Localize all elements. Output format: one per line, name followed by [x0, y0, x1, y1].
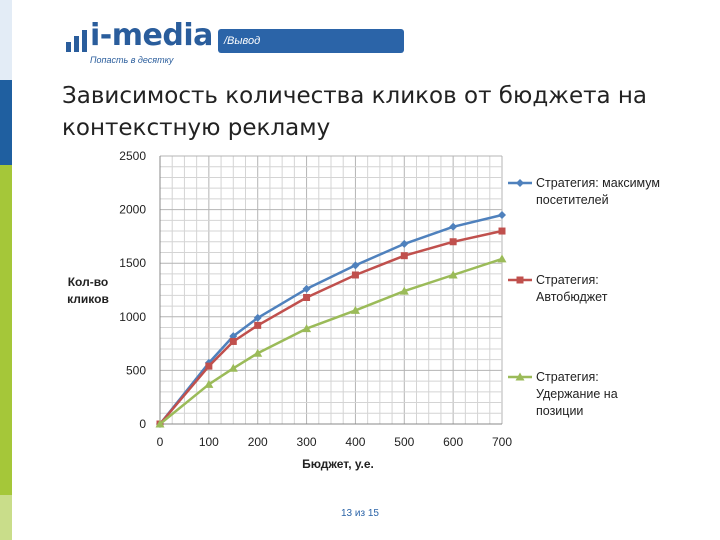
- x-tick-label: 100: [199, 435, 219, 449]
- x-tick-label: 700: [492, 435, 512, 449]
- data-point-triangle: [399, 286, 409, 295]
- legend-label: позиции: [536, 404, 583, 418]
- data-point-triangle: [204, 379, 214, 388]
- x-tick-label: 300: [297, 435, 317, 449]
- slide-title: Зависимость количества кликов от бюджета…: [62, 83, 648, 141]
- y-tick-label: 1500: [119, 256, 146, 270]
- logo-bars-icon: [66, 30, 87, 52]
- sidebar-accent-bottom: [0, 495, 12, 540]
- logo-wordmark: i-media: [90, 18, 213, 53]
- x-tick-label: 400: [345, 435, 365, 449]
- legend-label: Стратегия:: [536, 273, 599, 287]
- sidebar-accent-blue: [0, 80, 12, 165]
- y-tick-label: 500: [126, 363, 146, 377]
- sidebar-accent: [0, 0, 12, 540]
- data-point-square: [254, 321, 262, 329]
- x-tick-label: 600: [443, 435, 463, 449]
- data-point-triangle: [515, 372, 525, 381]
- data-point-diamond: [302, 284, 311, 293]
- page-indicator: 13 из 15: [341, 508, 379, 519]
- y-tick-label: 0: [139, 417, 146, 431]
- legend-label: Стратегия: максимум: [536, 176, 660, 190]
- data-point-square: [229, 337, 237, 345]
- data-point-diamond: [351, 261, 360, 270]
- y-tick-label: 2500: [119, 149, 146, 163]
- data-point-square: [449, 238, 457, 246]
- data-point-square: [516, 276, 524, 284]
- data-point-triangle: [155, 419, 165, 428]
- data-point-triangle: [302, 324, 312, 333]
- data-point-triangle: [497, 254, 507, 263]
- y-tick-label: 1000: [119, 310, 146, 324]
- y-tick-label: 2000: [119, 203, 146, 217]
- data-point-triangle: [350, 305, 360, 314]
- legend-label: Автобюджет: [536, 290, 608, 304]
- data-point-diamond: [498, 210, 506, 219]
- data-point-triangle: [448, 270, 458, 279]
- x-axis-label: Бюджет, у.е.: [302, 457, 374, 471]
- section-tag: /Вывод: [218, 29, 404, 53]
- x-tick-label: 0: [157, 435, 164, 449]
- sidebar-accent-green: [0, 165, 12, 495]
- sidebar-accent-top: [0, 0, 12, 80]
- data-point-diamond: [400, 239, 409, 248]
- data-point-diamond: [253, 313, 262, 322]
- data-point-triangle: [228, 363, 238, 372]
- x-tick-label: 500: [394, 435, 414, 449]
- brand-logo: i-media Попасть в десятку: [66, 18, 216, 72]
- logo-tagline: Попасть в десятку: [90, 55, 174, 65]
- y-axis-label-line-1: Кол-во: [68, 275, 109, 289]
- data-point-square: [498, 227, 506, 235]
- legend-label: Стратегия:: [536, 370, 599, 384]
- data-point-square: [205, 362, 213, 370]
- data-point-square: [400, 252, 408, 260]
- y-axis-label-line-2: кликов: [67, 292, 109, 306]
- data-point-triangle: [253, 348, 263, 357]
- data-point-square: [303, 294, 311, 302]
- legend-label: посетителей: [536, 193, 609, 207]
- data-point-square: [351, 271, 359, 279]
- data-point-diamond: [449, 222, 458, 231]
- data-point-diamond: [516, 179, 524, 187]
- x-tick-label: 200: [248, 435, 268, 449]
- legend-label: Удержание на: [536, 387, 618, 401]
